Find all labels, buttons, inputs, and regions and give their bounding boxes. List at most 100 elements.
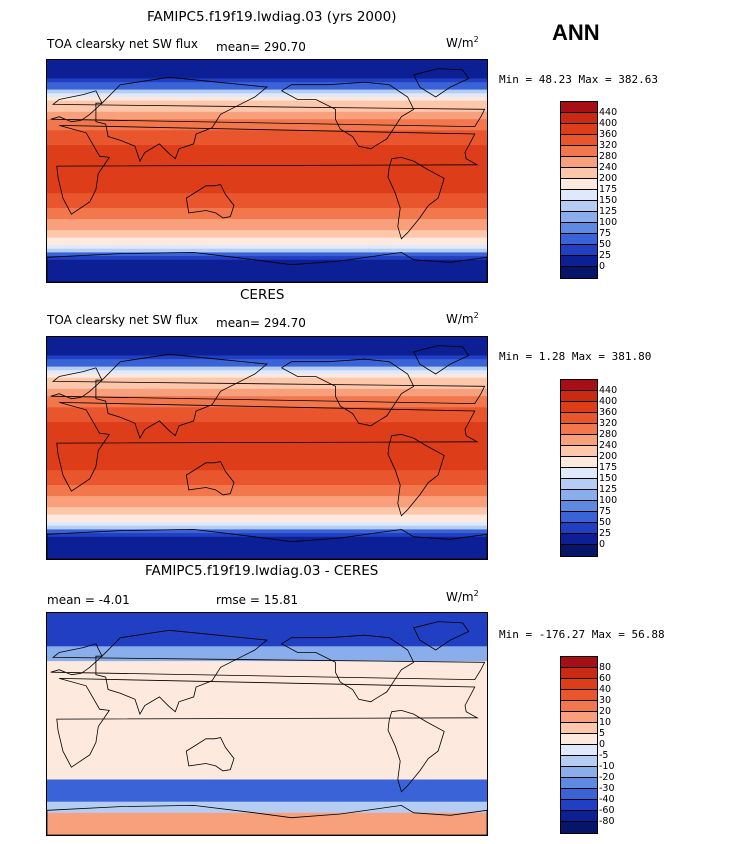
colorbar-tick-label: 360 [599,129,618,140]
colorbar-swatch [560,656,598,669]
panel1-units: W/m2 [446,35,479,50]
map-band [47,503,487,508]
asia-outline [95,629,269,716]
panel2-map-svg [46,337,488,560]
map-band [47,152,487,157]
colorbar-swatch [560,211,598,224]
europe-outline [50,367,486,405]
colorbar-tick-label: -5 [599,750,609,761]
africa-outline [56,402,479,492]
map-band [47,459,487,464]
map-band [47,399,487,405]
map-band [47,746,487,751]
map-band [47,93,487,98]
colorbar-tick-label: 0 [599,539,606,550]
units-base: W/m [446,312,474,326]
map-band [47,544,487,549]
map-band [47,768,487,773]
map-band [47,470,487,475]
map-band [47,485,487,490]
map-band [47,690,487,695]
north-america-outline [280,634,415,703]
map-band [47,263,487,268]
colorbar-tick-label: -80 [599,816,615,827]
colorbar-tick-label: 200 [599,173,618,184]
map-band [47,705,487,710]
map-band [47,473,487,479]
map-band [47,245,487,250]
colorbar-tick-label: 10 [599,717,612,728]
map-band [47,204,487,209]
colorbar-swatch [560,445,598,458]
colorbar-tick-label: 100 [599,495,618,506]
map-band [47,418,487,423]
map-band [47,698,487,703]
map-band [47,731,487,736]
panel1-mean: mean= 290.70 [216,40,306,54]
map-band [47,222,487,228]
greenland-outline [413,621,470,651]
map-band [47,63,487,68]
map-band [47,174,487,179]
map-band [47,823,487,829]
colorbar-tick-label: 280 [599,429,618,440]
map-band [47,444,487,449]
colorbar-swatch [560,167,598,180]
map-band [47,270,487,276]
panel2-colorbar: 440 400 360 320 280 240 200 175 150 125 100 75 50 25 0 [560,379,617,557]
map-band [47,653,487,658]
units-exp: 2 [473,35,479,44]
panel3-colorbar: 80 60 40 30 20 10 5 0 -5 -10 -20 -30 -40 -60 -80 [560,656,615,834]
panel3-title: FAMIPC5.f19f19.lwdiag.03 - CERES [145,563,379,579]
africa-outline [56,125,479,215]
colorbar-swatch [560,500,598,513]
africa-outline [56,678,479,768]
colorbar-swatch [560,533,598,546]
greenland-outline [413,68,470,98]
map-band [47,679,487,684]
map-band [47,507,487,512]
panel3-rmse: rmse = 15.81 [216,593,299,607]
map-band [47,278,487,283]
map-band [47,425,487,431]
colorbar-tick-label: 0 [599,261,606,272]
map-band [47,701,487,707]
colorbar-tick-label: 50 [599,517,612,528]
map-band [47,496,487,501]
map-band [47,536,487,542]
panel3-minmax: Min = -176.27 Max = 56.88 [499,628,665,641]
map-band [47,775,487,781]
colorbar-tick-label: 240 [599,440,618,451]
map-band [47,613,487,618]
map-band [47,499,487,505]
colorbar-swatch [560,434,598,447]
map-band [47,171,487,176]
colorbar-swatch [560,467,598,480]
map-band [47,60,487,65]
colorbar-tick-label: 60 [599,673,612,684]
colorbar-swatch [560,810,598,823]
map-band [47,119,487,124]
map-band [47,355,487,360]
panel3-units: W/m2 [446,590,479,604]
colorbar-tick-label: 150 [599,195,618,206]
map-band [47,208,487,213]
panel1-map [46,59,488,283]
map-band [47,241,487,246]
colorbar-swatch [560,134,598,147]
map-band [47,672,487,677]
colorbar-swatch [560,678,598,691]
map-band [47,664,487,670]
map-band [47,675,487,681]
map-band [47,627,487,633]
colorbar-swatch [560,101,598,114]
colorbar-tick-label: -40 [599,794,615,805]
panel1-title: FAMIPC5.f19f19.lwdiag.03 (yrs 2000) [147,9,397,25]
panel2-units: W/m2 [446,312,479,326]
panel1-variable: TOA clearsky net SW flux [47,37,198,51]
map-band [47,753,487,758]
north-america-outline [280,81,415,150]
map-band [47,385,487,390]
colorbar-tick-label: 5 [599,728,606,739]
colorbar-swatch [560,511,598,524]
